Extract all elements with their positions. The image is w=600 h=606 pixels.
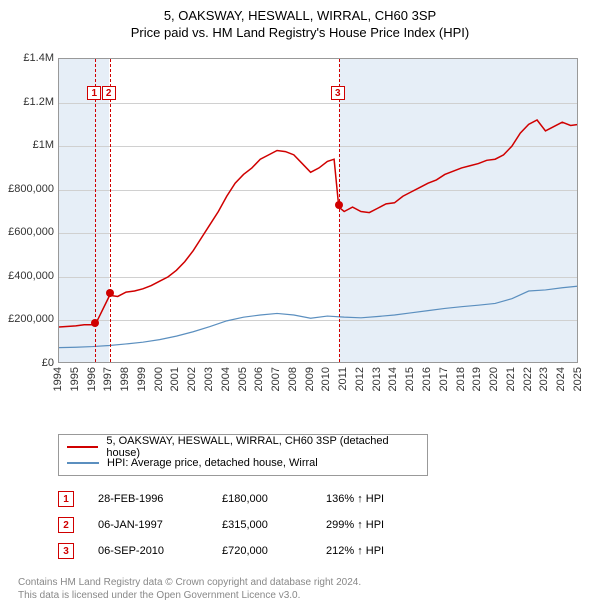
chart-title-line1: 5, OAKSWAY, HESWALL, WIRRAL, CH60 3SP [8, 8, 592, 23]
chart-area: £0£200,000£400,000£600,000£800,000£1M£1.… [8, 48, 592, 428]
y-tick-label: £1M [33, 139, 54, 151]
x-tick-label: 1994 [52, 367, 64, 391]
event-date: 06-JAN-1997 [98, 519, 198, 531]
event-date: 28-FEB-1996 [98, 493, 198, 505]
chart-container: 5, OAKSWAY, HESWALL, WIRRAL, CH60 3SP Pr… [0, 0, 600, 606]
x-tick-label: 2017 [438, 367, 450, 391]
x-tick-label: 2013 [371, 367, 383, 391]
x-tick-label: 1999 [136, 367, 148, 391]
event-row: 3 06-SEP-2010 £720,000 212% ↑ HPI [58, 538, 592, 564]
x-tick-label: 2021 [505, 367, 517, 391]
x-tick-label: 2019 [471, 367, 483, 391]
x-tick-label: 2006 [253, 367, 265, 391]
y-axis: £0£200,000£400,000£600,000£800,000£1M£1.… [8, 58, 58, 363]
x-tick-label: 2005 [237, 367, 249, 391]
event-price: £720,000 [222, 545, 302, 557]
x-tick-label: 1995 [69, 367, 81, 391]
plot-region [58, 58, 578, 363]
event-price: £315,000 [222, 519, 302, 531]
events-table: 1 28-FEB-1996 £180,000 136% ↑ HPI 2 06-J… [58, 486, 592, 564]
event-pct: 212% ↑ HPI [326, 545, 426, 557]
x-axis: 1994199519961997199819992000200120022003… [58, 367, 578, 422]
x-tick-label: 2018 [455, 367, 467, 391]
x-tick-label: 2023 [538, 367, 550, 391]
y-tick-label: £400,000 [8, 270, 54, 282]
legend: 5, OAKSWAY, HESWALL, WIRRAL, CH60 3SP (d… [58, 434, 428, 476]
event-pct: 299% ↑ HPI [326, 519, 426, 531]
x-tick-label: 2007 [270, 367, 282, 391]
x-tick-label: 2014 [387, 367, 399, 391]
legend-label: 5, OAKSWAY, HESWALL, WIRRAL, CH60 3SP (d… [106, 435, 419, 459]
x-tick-label: 2003 [203, 367, 215, 391]
x-tick-label: 2022 [522, 367, 534, 391]
event-marker: 3 [58, 543, 74, 559]
x-tick-label: 2025 [572, 367, 584, 391]
event-date: 06-SEP-2010 [98, 545, 198, 557]
legend-label: HPI: Average price, detached house, Wirr… [107, 457, 318, 469]
event-row: 1 28-FEB-1996 £180,000 136% ↑ HPI [58, 486, 592, 512]
x-tick-label: 2004 [220, 367, 232, 391]
chart-event-marker: 1 [87, 86, 101, 100]
y-tick-label: £1.4M [23, 52, 54, 64]
x-tick-label: 2001 [169, 367, 181, 391]
x-tick-label: 2012 [354, 367, 366, 391]
legend-swatch [67, 462, 99, 464]
event-marker: 1 [58, 491, 74, 507]
y-tick-label: £600,000 [8, 226, 54, 238]
x-tick-label: 2020 [488, 367, 500, 391]
x-tick-label: 2000 [153, 367, 165, 391]
x-tick-label: 1996 [86, 367, 98, 391]
event-row: 2 06-JAN-1997 £315,000 299% ↑ HPI [58, 512, 592, 538]
x-tick-label: 2016 [421, 367, 433, 391]
chart-title-line2: Price paid vs. HM Land Registry's House … [8, 25, 592, 40]
x-tick-label: 2011 [337, 367, 349, 391]
legend-row: 5, OAKSWAY, HESWALL, WIRRAL, CH60 3SP (d… [67, 439, 419, 455]
footer-line: Contains HM Land Registry data © Crown c… [18, 576, 592, 589]
footer: Contains HM Land Registry data © Crown c… [18, 576, 592, 602]
footer-line: This data is licensed under the Open Gov… [18, 589, 592, 602]
event-pct: 136% ↑ HPI [326, 493, 426, 505]
x-tick-label: 2024 [555, 367, 567, 391]
x-tick-label: 2010 [320, 367, 332, 391]
chart-lines-svg [59, 59, 578, 363]
event-price: £180,000 [222, 493, 302, 505]
chart-event-marker: 3 [331, 86, 345, 100]
x-tick-label: 2002 [186, 367, 198, 391]
y-tick-label: £1.2M [23, 96, 54, 108]
y-tick-label: £800,000 [8, 183, 54, 195]
x-tick-label: 1998 [119, 367, 131, 391]
legend-swatch [67, 446, 98, 448]
chart-event-marker: 2 [102, 86, 116, 100]
x-tick-label: 1997 [102, 367, 114, 391]
y-tick-label: £200,000 [8, 313, 54, 325]
x-tick-label: 2009 [304, 367, 316, 391]
x-tick-label: 2008 [287, 367, 299, 391]
x-tick-label: 2015 [404, 367, 416, 391]
event-marker: 2 [58, 517, 74, 533]
